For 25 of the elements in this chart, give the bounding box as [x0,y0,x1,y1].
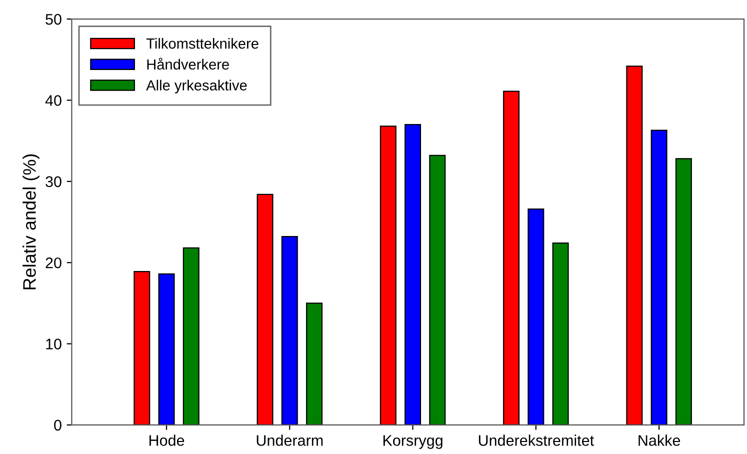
legend-label: Tilkomstteknikere [146,38,258,49]
y-tick-label: 10 [46,338,62,350]
bar [256,194,274,425]
bar [380,126,396,425]
bar [429,154,446,425]
x-tick-label: Nakke [638,434,680,446]
bar [182,247,200,425]
bar [552,242,569,425]
x-tick-label: Hode [150,434,184,446]
y-tick-label: 50 [46,14,62,25]
bar [134,270,150,425]
x-tick-label: Korsrygg [383,435,442,449]
bar [675,158,692,425]
bar [503,90,520,425]
y-tick-label: 20 [46,257,62,268]
y-tick-label: 30 [46,176,62,188]
x-tick-label: Underarm [256,434,323,446]
legend-label: Alle yrkesaktive [146,80,247,94]
bar [626,66,643,425]
y-axis-title: Relativ andel (%) [22,154,40,290]
y-tick-label: 0 [54,420,62,431]
y-tick-label: 40 [45,95,62,106]
x-tick-label: Underekstremitet [478,434,594,446]
bar [306,302,323,425]
legend-label: Håndverkere [147,58,229,70]
